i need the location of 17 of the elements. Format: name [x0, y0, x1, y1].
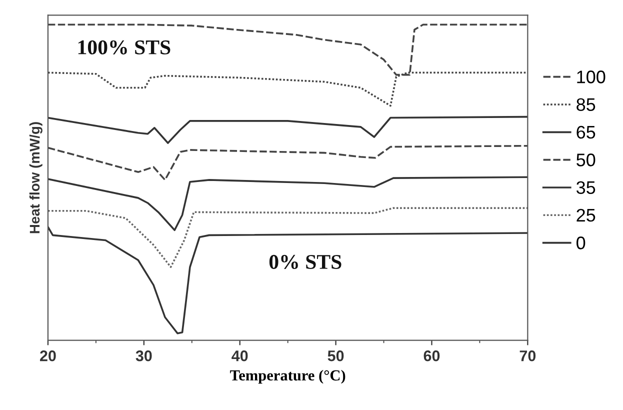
legend-label: 65: [576, 126, 596, 139]
legend-label: 0: [576, 236, 586, 250]
legend-label: 85: [576, 98, 596, 111]
x-tick-label: 30: [136, 350, 152, 362]
legend-label: 100: [577, 70, 606, 84]
x-tick-label: 50: [328, 350, 344, 362]
annotation: 0% STS: [269, 254, 342, 270]
y-axis-title: Heat flow (mW/g): [29, 122, 42, 234]
legend-label: 50: [576, 154, 596, 166]
x-tick-label: 40: [232, 350, 248, 362]
legend-label: 25: [576, 208, 596, 222]
annotation: 100% STS: [78, 40, 170, 54]
x-tick-label: 20: [40, 350, 56, 362]
x-axis-title: Temperature (°C): [230, 370, 346, 384]
legend-label: 35: [576, 181, 596, 194]
x-tick-label: 60: [424, 350, 440, 362]
x-tick-label: 70: [520, 350, 536, 362]
